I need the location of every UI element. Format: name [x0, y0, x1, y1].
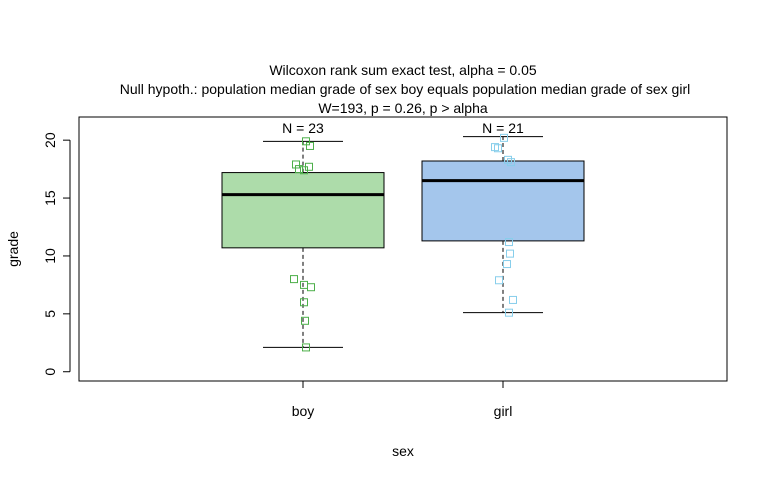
data-point	[302, 343, 310, 352]
data-point	[290, 275, 298, 284]
x-axis-label: sex	[392, 443, 414, 459]
y-axis: 0 5 10 15 20	[42, 132, 71, 376]
n-label-boy: N = 23	[282, 120, 324, 136]
x-tick-label-boy: boy	[292, 403, 315, 419]
data-point	[305, 162, 313, 171]
data-point	[500, 133, 508, 142]
title-line-1: Wilcoxon rank sum exact test, alpha = 0.…	[269, 62, 537, 78]
data-point	[306, 141, 314, 150]
y-axis-label: grade	[5, 231, 21, 267]
data-point	[505, 308, 513, 317]
y-tick-label: 15	[42, 190, 58, 206]
n-label-girl: N = 21	[482, 120, 524, 136]
x-axis: boy girl	[292, 381, 513, 419]
data-point	[509, 295, 517, 304]
x-tick-label-girl: girl	[494, 403, 513, 419]
box-iqr	[221, 172, 385, 249]
data-point	[506, 249, 514, 258]
data-point	[300, 298, 308, 307]
box-group-boy: N = 23	[221, 120, 385, 352]
data-point	[495, 276, 503, 285]
title-line-2: Null hypoth.: population median grade of…	[120, 81, 690, 97]
data-point	[295, 165, 303, 174]
data-point	[300, 280, 308, 289]
box-iqr	[421, 160, 585, 242]
data-point	[505, 238, 513, 247]
plot-frame	[78, 116, 728, 382]
chart-title: Wilcoxon rank sum exact test, alpha = 0.…	[120, 62, 690, 116]
data-point	[503, 260, 511, 269]
data-point	[301, 316, 309, 325]
box-group-girl: N = 21	[421, 120, 585, 317]
title-line-3: W=193, p = 0.26, p > alpha	[318, 100, 488, 116]
y-tick-label: 20	[42, 132, 58, 148]
y-tick-label: 10	[42, 248, 58, 264]
y-tick-label: 5	[42, 310, 58, 318]
data-point	[507, 158, 515, 167]
data-point	[307, 283, 315, 292]
box-groups: N = 23 N = 21	[221, 120, 585, 352]
y-tick-label: 0	[42, 368, 58, 376]
data-point	[494, 144, 502, 153]
